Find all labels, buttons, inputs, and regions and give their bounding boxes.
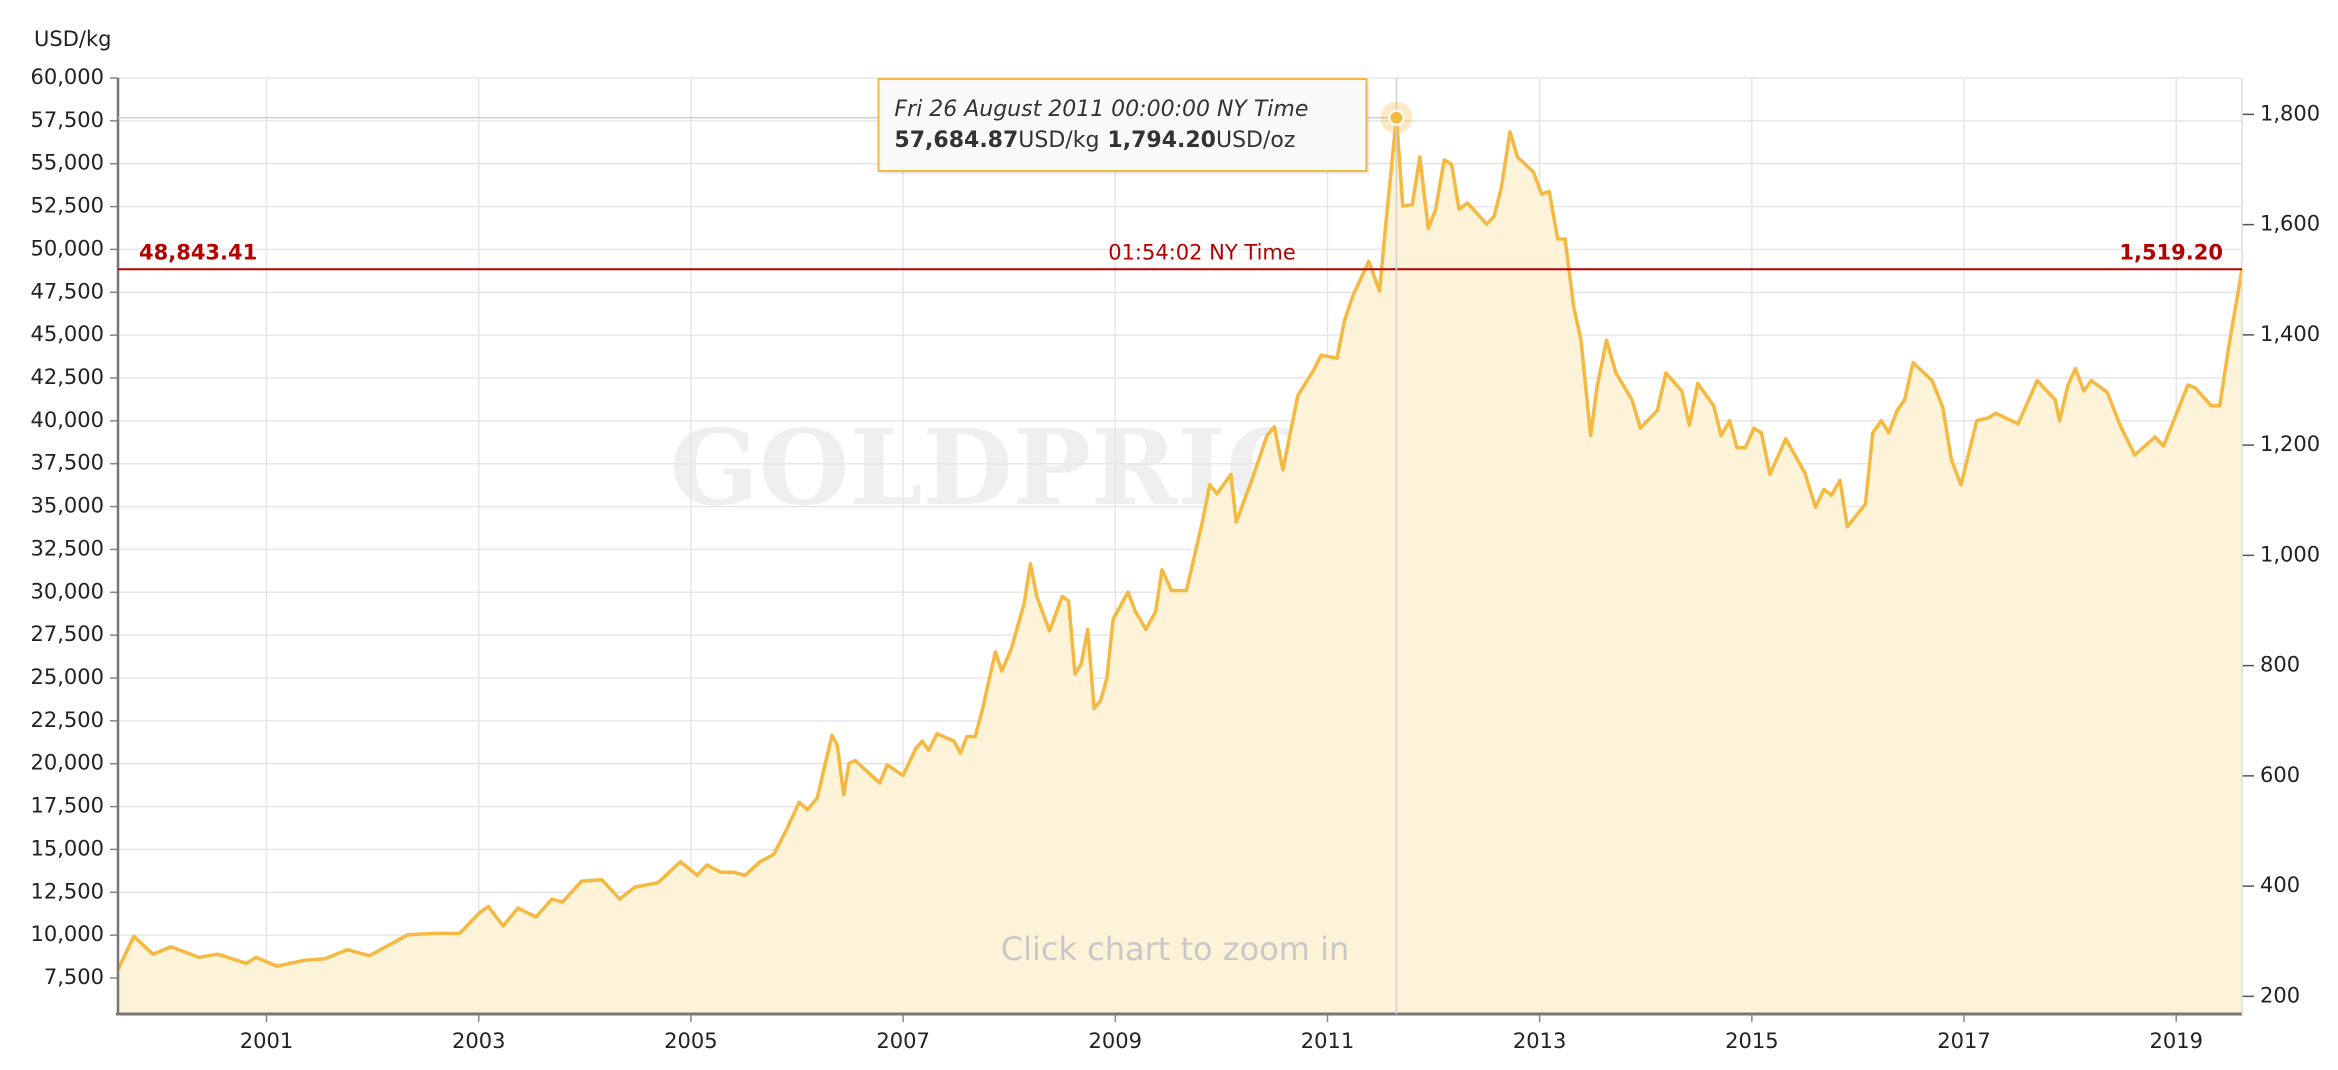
y2-tick-label: 200 — [2260, 983, 2300, 1007]
tooltip-box — [877, 78, 1368, 172]
y2-tick-label: 800 — [2260, 653, 2300, 677]
y-tick-label: 42,500 — [31, 365, 104, 389]
y-tick-label: 50,000 — [31, 236, 104, 260]
y2-tick-label: 1,200 — [2260, 432, 2320, 456]
line — [116, 115, 2244, 971]
tooltip-oz: 1,794.20 — [1107, 128, 1216, 153]
y-tick-label: 47,500 — [31, 279, 104, 303]
x-tick-label: 2005 — [664, 1029, 717, 1053]
y2-tick-label: 600 — [2260, 763, 2300, 787]
area — [118, 117, 2242, 1014]
y-tick-label: 20,000 — [31, 751, 104, 775]
y-tick-label: 30,000 — [31, 579, 104, 603]
y2-tick-label: 1,400 — [2260, 322, 2320, 346]
tooltip-kg: 57,684.87 — [894, 128, 1018, 153]
tooltip-values: 57,684.87USD/kg 1,794.20USD/oz — [894, 128, 1295, 153]
x-tick-label: 2015 — [1725, 1029, 1778, 1053]
y2-tick-label: 1,800 — [2260, 101, 2320, 125]
y-tick-label: 22,500 — [31, 708, 104, 732]
zoom-hint: Click chart to zoom in — [1001, 930, 1350, 968]
y-tick-label: 32,500 — [31, 536, 104, 560]
y-tick-label: 60,000 — [31, 65, 104, 89]
tooltip-oz-unit: USD/oz — [1216, 128, 1295, 153]
x-tick-label: 2009 — [1089, 1029, 1142, 1053]
y-tick-label: 57,500 — [31, 108, 104, 132]
y-tick-label: 7,500 — [44, 965, 104, 989]
x-tick-label: 2003 — [452, 1029, 505, 1053]
y-tick-label: 52,500 — [31, 194, 104, 218]
current-price-label: 48,843.41 — [139, 240, 257, 264]
x-tick-label: 2011 — [1301, 1029, 1354, 1053]
y-tick-label: 37,500 — [31, 451, 104, 475]
tooltip-date: Fri 26 August 2011 00:00:00 NY Time — [894, 97, 1308, 122]
x-tick-label: 2013 — [1513, 1029, 1566, 1053]
y-tick-label: 12,500 — [31, 879, 104, 903]
y2-tick-label: 1,600 — [2260, 212, 2320, 236]
y-tick-label: 15,000 — [31, 836, 104, 860]
y-tick-label: 55,000 — [31, 151, 104, 175]
y-tick-label: 17,500 — [31, 794, 104, 818]
x-tick-label: 2019 — [2149, 1029, 2202, 1053]
y-axis-label: USD/kg — [34, 27, 111, 51]
x-tick-label: 2017 — [1937, 1029, 1990, 1053]
y-tick-label: 25,000 — [31, 665, 104, 689]
y-tick-label: 35,000 — [31, 494, 104, 518]
y2-tick-label: 1,000 — [2260, 542, 2320, 566]
y2-tick-label: 400 — [2260, 873, 2300, 897]
tooltip-kg-unit: USD/kg — [1018, 128, 1099, 153]
x-tick-label: 2007 — [876, 1029, 929, 1053]
current-time-label: 01:54:02 NY Time — [1108, 240, 1296, 264]
y-tick-label: 27,500 — [31, 622, 104, 646]
x-tick-label: 2001 — [240, 1029, 293, 1053]
y-tick-label: 10,000 — [31, 922, 104, 946]
y-tick-label: 40,000 — [31, 408, 104, 432]
hover-point — [1388, 109, 1405, 126]
current-price-oz-label: 1,519.20 — [2119, 240, 2223, 264]
y-tick-label: 45,000 — [31, 322, 104, 346]
